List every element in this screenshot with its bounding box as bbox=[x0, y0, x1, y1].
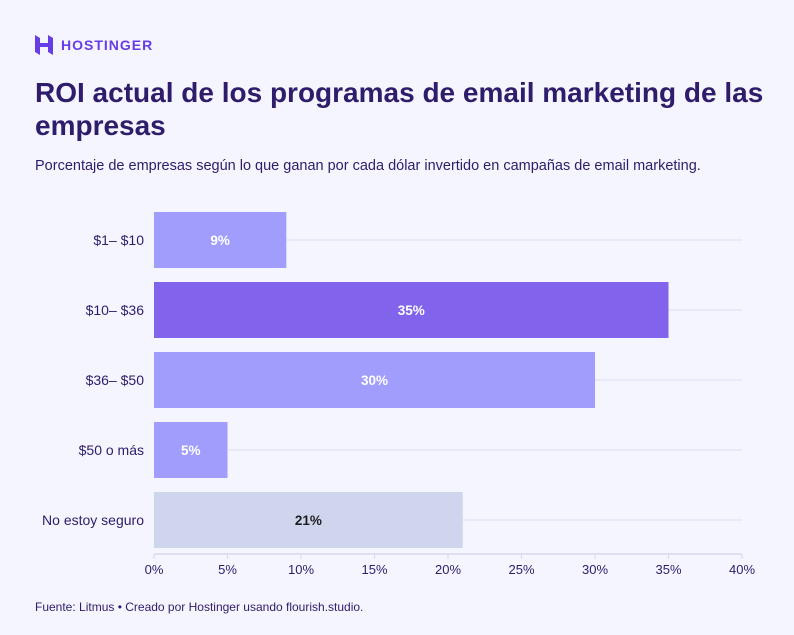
data-label: 21% bbox=[295, 513, 322, 528]
data-label: 9% bbox=[210, 233, 230, 248]
bar bbox=[154, 282, 669, 338]
data-label: 35% bbox=[398, 303, 425, 318]
brand-name: HOSTINGER bbox=[61, 37, 154, 53]
x-tick-label: 40% bbox=[729, 562, 755, 577]
chart-subtitle: Porcentaje de empresas según lo que gana… bbox=[35, 158, 701, 174]
data-label: 30% bbox=[361, 373, 388, 388]
source-footer: Fuente: Litmus • Creado por Hostinger us… bbox=[35, 600, 364, 614]
bar bbox=[154, 492, 463, 548]
chart-title: ROI actual de los programas de email mar… bbox=[35, 77, 764, 141]
category-label: $10– $36 bbox=[86, 302, 145, 318]
x-tick-label: 25% bbox=[508, 562, 534, 577]
x-tick-label: 0% bbox=[145, 562, 164, 577]
category-label: $1– $10 bbox=[93, 232, 144, 248]
bar bbox=[154, 352, 595, 408]
x-tick-label: 20% bbox=[435, 562, 461, 577]
x-tick-label: 10% bbox=[288, 562, 314, 577]
category-label: $36– $50 bbox=[86, 372, 145, 388]
brand-logo: HOSTINGER bbox=[35, 35, 153, 55]
x-tick-label: 30% bbox=[582, 562, 608, 577]
data-label: 5% bbox=[181, 443, 201, 458]
category-label: No estoy seguro bbox=[42, 512, 144, 528]
x-tick-label: 35% bbox=[655, 562, 681, 577]
x-tick-label: 15% bbox=[361, 562, 387, 577]
category-label: $50 o más bbox=[79, 442, 144, 458]
bar bbox=[154, 422, 228, 478]
x-tick-label: 5% bbox=[218, 562, 237, 577]
hostinger-logo-icon bbox=[35, 35, 53, 55]
bar bbox=[154, 212, 287, 268]
